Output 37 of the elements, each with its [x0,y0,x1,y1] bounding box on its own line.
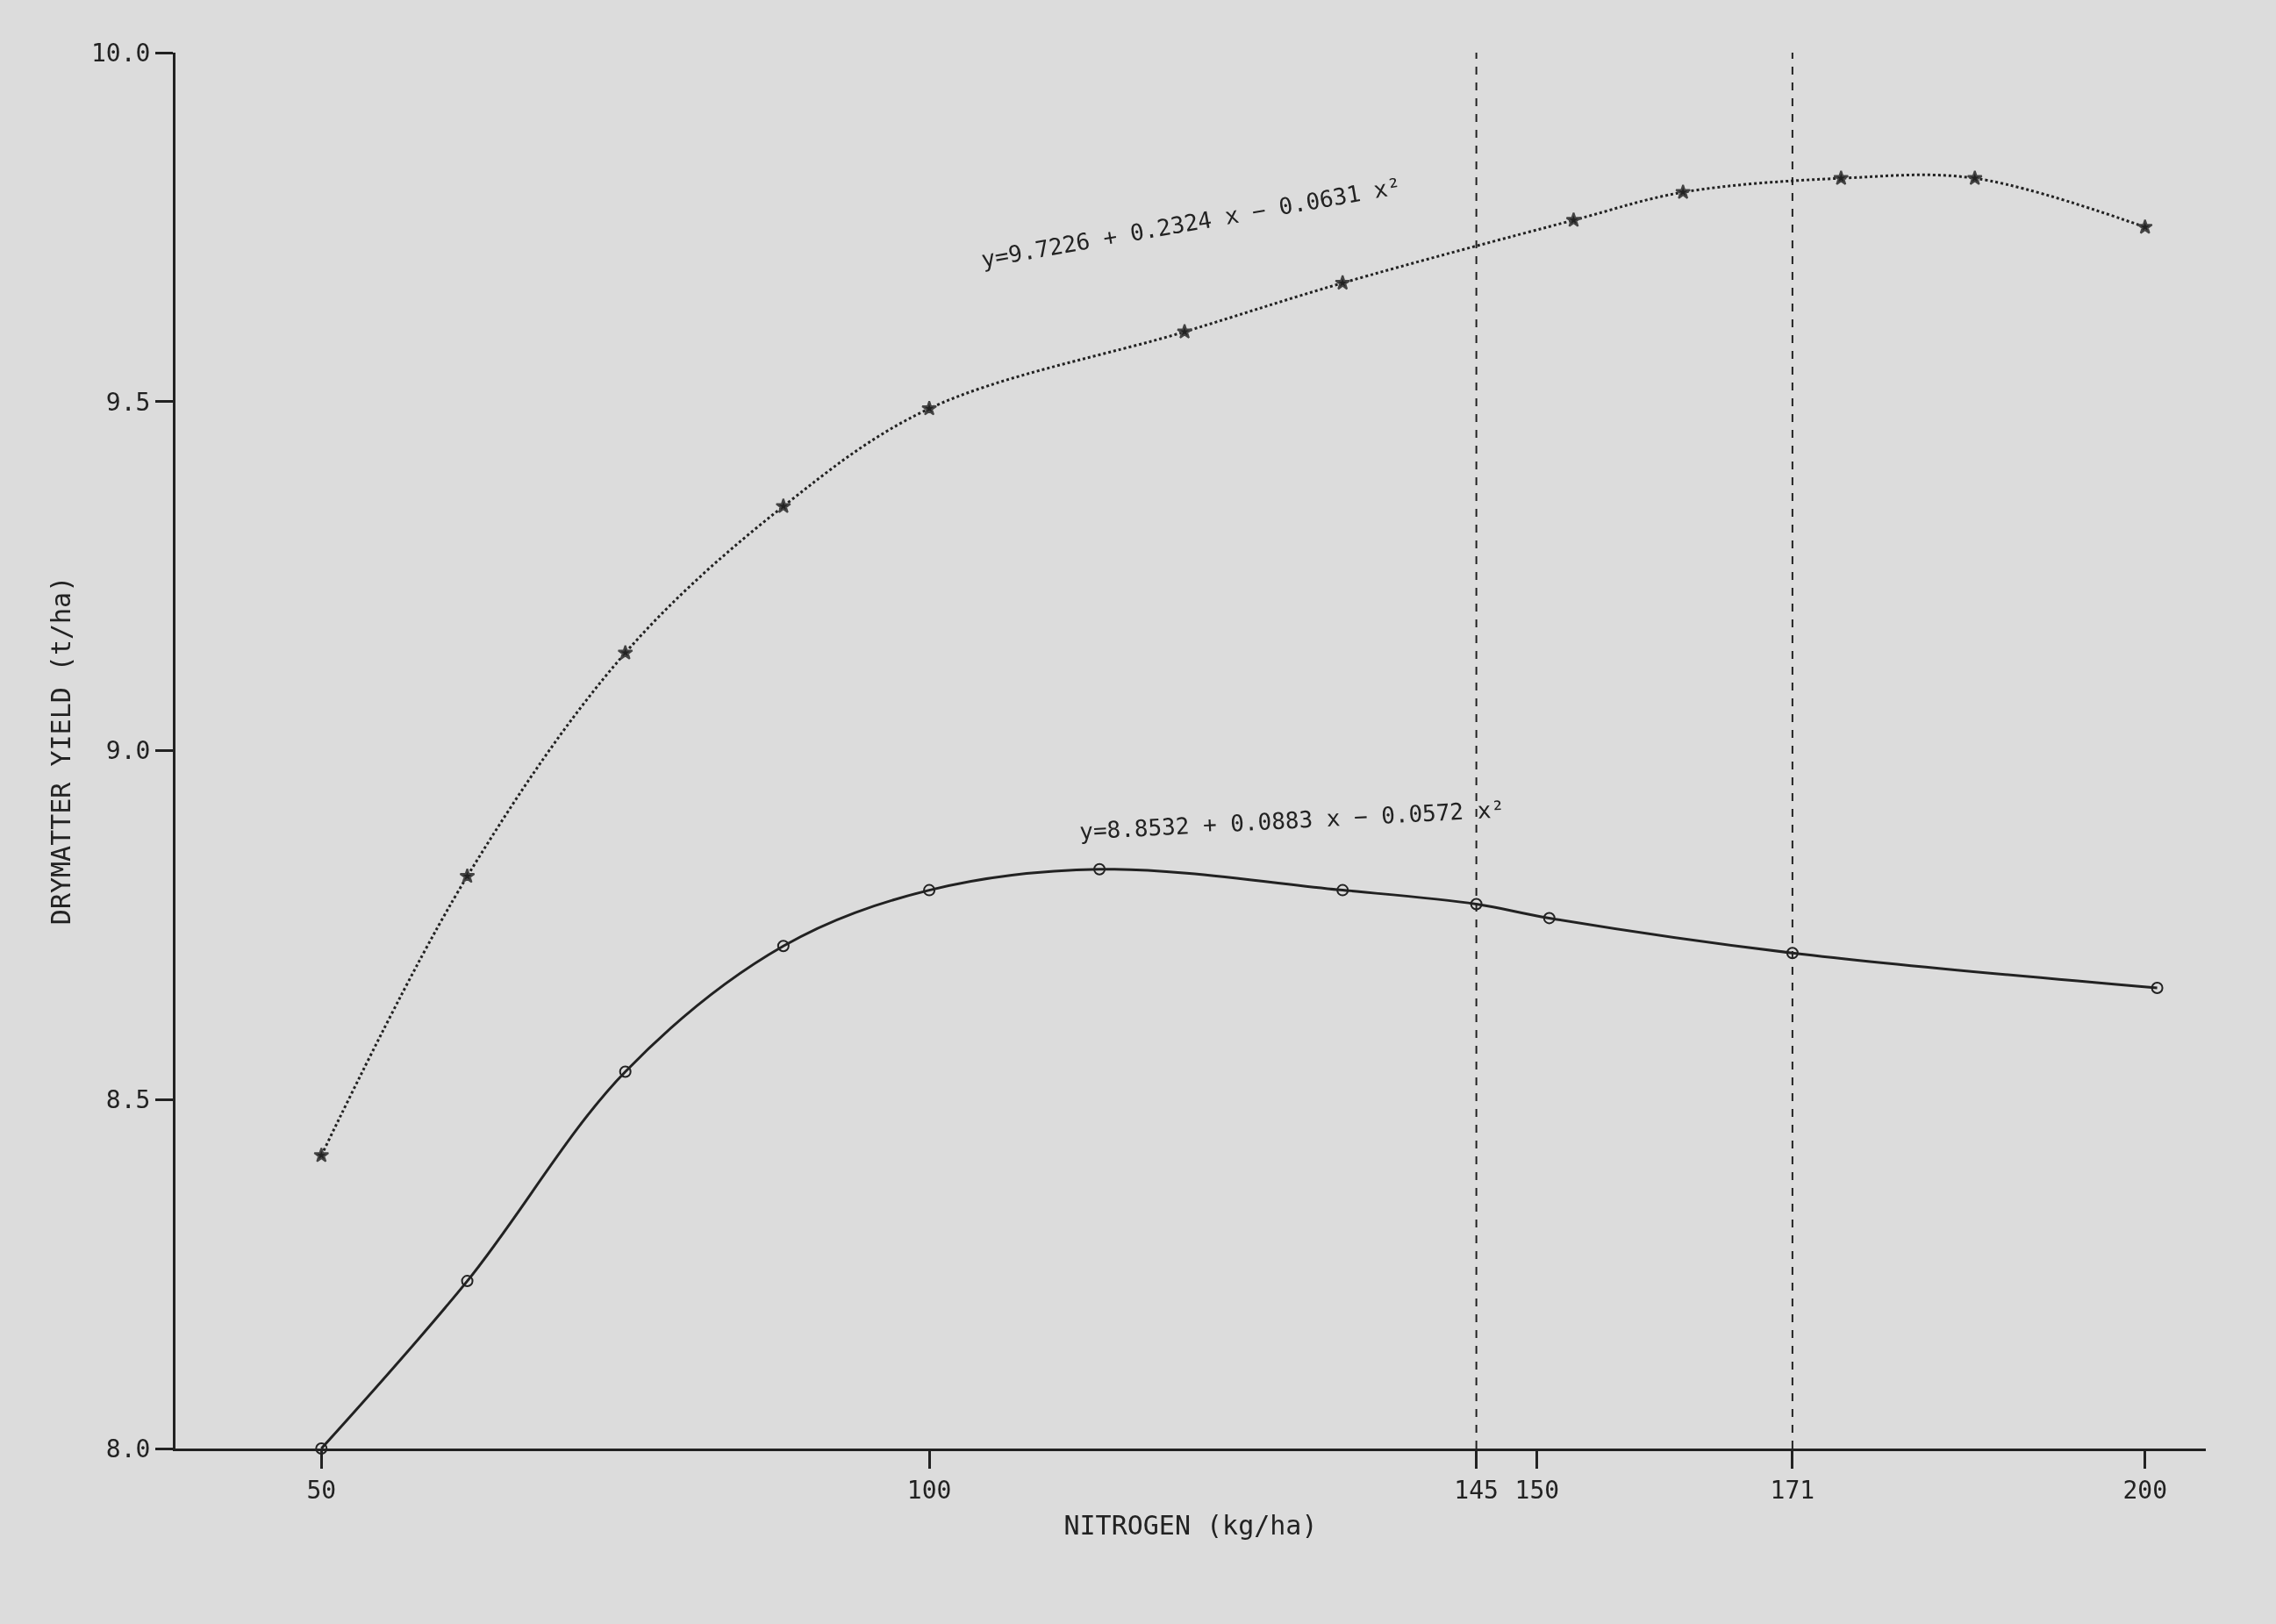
x-tick-label: 150 [1514,1475,1560,1505]
x-axis-title: NITROGEN (kg/ha) [1063,1510,1318,1542]
point [619,1065,632,1078]
point [1833,169,1850,185]
point [1675,183,1692,199]
point [923,884,936,897]
y-axis-title: DRYMATTER YIELD (t/ha) [45,576,76,926]
point [1565,211,1582,227]
point [1966,169,1983,185]
point [1177,323,1193,339]
point [459,868,476,884]
x-tick-label: 171 [1770,1475,1815,1505]
point [617,644,633,660]
point [315,1442,328,1455]
point [777,940,790,953]
point [1093,862,1106,876]
y-tick-label: 8.0 [105,1434,151,1463]
y-tick-label: 9.5 [105,387,151,417]
y-tick-label: 10.0 [90,38,151,68]
point [2151,981,2164,994]
point [2136,218,2153,234]
x-tick-label: 100 [906,1475,952,1505]
x-tick-label: 200 [2122,1475,2168,1505]
x-tick-label: 50 [306,1475,337,1505]
point [461,1275,474,1288]
point [313,1147,330,1163]
x-tick-label: 145 [1454,1475,1499,1505]
point [775,497,791,513]
point [1336,884,1349,897]
point [1335,275,1351,290]
y-tick-label: 8.5 [105,1085,151,1115]
point [921,400,938,416]
annotation: y=8.8532 + 0.0883 x − 0.0572 x² [1078,796,1506,845]
point [1542,912,1556,925]
y-tick-label: 9.0 [105,736,151,766]
point [1470,898,1483,911]
point [1786,947,1799,960]
